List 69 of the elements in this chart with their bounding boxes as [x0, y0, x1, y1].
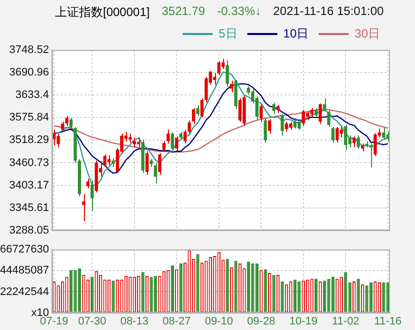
candlestick — [352, 136, 356, 148]
x-tick-label: 08-13 — [120, 315, 148, 328]
candlestick — [128, 133, 132, 144]
candlestick — [369, 142, 373, 168]
candlestick — [382, 127, 386, 140]
candlestick — [374, 132, 377, 156]
candlestick — [56, 133, 60, 148]
candlestick — [132, 137, 136, 148]
candlestick — [238, 98, 242, 122]
candlestick — [175, 136, 178, 152]
candlestick — [166, 129, 170, 144]
x-tick-label: 07-30 — [78, 315, 106, 328]
candlestick — [226, 60, 229, 88]
text: 3521.79 — [162, 4, 206, 20]
candlestick — [60, 121, 64, 132]
candlestick — [86, 178, 90, 189]
candlestick — [170, 132, 174, 150]
candlestick — [230, 80, 234, 94]
x-tick-label: 09-28 — [247, 315, 276, 328]
y-tick-label: 3288.05 — [9, 224, 49, 236]
candlestick — [154, 162, 158, 184]
x-tick-label: 11-16 — [374, 315, 402, 328]
candlestick — [107, 154, 111, 166]
legend-label: 10日 — [283, 26, 309, 40]
candlestick — [82, 193, 86, 222]
x-tick-label: 10-19 — [289, 315, 318, 328]
y-tick-label: 3460.73 — [9, 156, 49, 169]
text: -0.33%↓ — [217, 4, 262, 20]
y-tick-label: 3345.61 — [9, 202, 49, 214]
y-tick-label: 3575.84 — [9, 112, 49, 124]
candlestick — [90, 180, 94, 212]
candlestick — [327, 110, 330, 128]
candlestick — [293, 117, 297, 130]
candlestick — [264, 117, 267, 144]
candlestick — [272, 102, 276, 115]
candlestick — [331, 126, 335, 144]
x-tick-label: 08-27 — [162, 315, 191, 328]
candlestick — [162, 140, 166, 152]
candlestick — [344, 124, 348, 151]
candlestick — [298, 118, 301, 130]
candlestick — [318, 102, 322, 124]
x-tick-label: 09-10 — [204, 315, 233, 328]
candlestick — [260, 104, 263, 122]
x-tick-label: 07-19 — [40, 315, 68, 328]
candlestick — [222, 58, 225, 70]
candlestick — [336, 126, 339, 144]
y-tick-label: 3748.52 — [9, 44, 49, 56]
candlestick — [268, 118, 272, 134]
y-tick-label: 3690.96 — [9, 66, 49, 79]
y-tick-label: 3633.4 — [15, 89, 49, 102]
candlestick — [284, 121, 288, 132]
x-tick-label: 11-02 — [332, 315, 360, 328]
chart-title: 上证指数[000001] — [55, 4, 150, 21]
legend-label: 30日 — [354, 26, 380, 40]
y-tick-label: 3518.29 — [9, 134, 49, 146]
candlestick — [302, 109, 305, 126]
y-tick-label: 44485087 — [0, 264, 49, 277]
candlestick — [340, 126, 343, 138]
y-tick-label: 22242544 — [0, 286, 49, 298]
candlestick — [280, 114, 284, 136]
candlestick — [192, 108, 196, 124]
candlestick — [196, 104, 200, 117]
y-tick-label: 3403.17 — [9, 179, 49, 192]
y-tick-label: 66727630 — [0, 244, 49, 256]
text: 2021-11-16 15:01:00 — [273, 4, 384, 20]
candlestick — [158, 152, 162, 176]
candlestick — [356, 135, 360, 150]
candlestick — [145, 150, 149, 176]
legend-label: 5日 — [218, 26, 238, 40]
